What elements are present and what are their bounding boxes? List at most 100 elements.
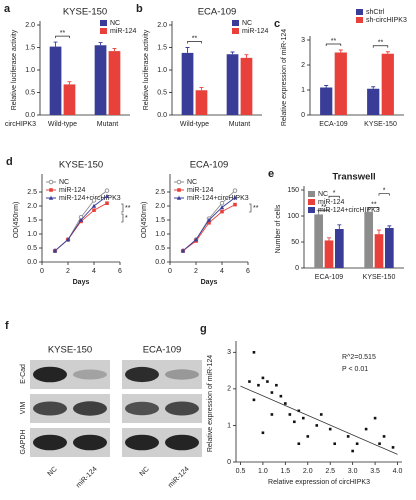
y-tick-label: 1.0 (25, 67, 35, 74)
legend-swatch (308, 191, 315, 197)
annotation: R^2=0.515 (342, 354, 376, 361)
y-tick-label: 0.0 (27, 259, 37, 266)
error-bar (199, 87, 204, 91)
panel-label: g (200, 323, 207, 335)
y-tick-label: 1.0 (157, 67, 167, 74)
bar (381, 53, 394, 115)
point (315, 424, 319, 427)
series-line (54, 195, 108, 252)
sig-bracket (325, 43, 342, 46)
blot-band (33, 434, 67, 451)
y-axis-label: Relative expression of miR-124 (207, 355, 214, 452)
bar (314, 214, 324, 268)
y-tick-label: 2.5 (155, 189, 165, 196)
panel-label: f (5, 320, 9, 332)
x-axis-label: circHIPK3 (5, 121, 36, 128)
point (232, 188, 238, 193)
y-tick-label: 0.0 (155, 259, 165, 266)
error-bar (112, 47, 117, 52)
point (391, 446, 395, 449)
sig-label: ** (378, 40, 384, 47)
point (346, 435, 350, 438)
point (92, 208, 96, 212)
legend-marker (176, 179, 182, 185)
y-tick-label: 2.0 (27, 203, 37, 210)
legend-swatch (308, 207, 315, 213)
y-tick-label: 0 (301, 112, 305, 119)
legend-swatch (232, 20, 239, 26)
error-bar (327, 237, 331, 241)
point (270, 391, 274, 394)
legend-swatch (308, 199, 315, 205)
panel-label: b (136, 3, 143, 15)
x-tick-label: 0 (168, 268, 172, 275)
point (284, 402, 287, 405)
x-tick-label: Wild-type (48, 121, 77, 128)
chart-title: ECA-109 (190, 160, 229, 171)
panel-label: e (268, 168, 274, 180)
x-tick-label: 2.0 (303, 468, 313, 475)
error-bar (244, 54, 249, 58)
x-tick-label: 2 (66, 268, 70, 275)
x-tick-label: ECA-109 (315, 274, 344, 281)
legend-swatch (356, 9, 363, 15)
x-tick-label: 4 (92, 268, 96, 275)
legend-label: miR-124 (110, 28, 137, 35)
legend-label: miR-124 (242, 28, 269, 35)
bar (320, 87, 333, 115)
error-bar (377, 229, 381, 235)
error-bar (98, 42, 103, 46)
legend-label: NC (59, 179, 69, 186)
bar (324, 240, 334, 268)
y-tick-label: 0.5 (27, 245, 37, 252)
x-tick-label: 6 (118, 268, 122, 275)
y-tick-label: 100 (287, 213, 299, 220)
chart-title: KYSE-150 (63, 7, 107, 18)
sig-bracket (328, 195, 340, 199)
sig-bracket (372, 45, 389, 48)
y-tick-label: 2 (227, 386, 231, 393)
cell-line-label: ECA-109 (143, 345, 182, 356)
y-tick-label: 150 (287, 187, 299, 194)
legend-label: miR-124 (318, 199, 345, 206)
legend-marker (48, 195, 54, 200)
legend-label: shCtrl (366, 9, 385, 16)
error-bar (185, 47, 190, 53)
x-tick-label: 2 (194, 268, 198, 275)
bar (367, 88, 380, 115)
y-tick-label: 1.5 (155, 217, 165, 224)
point (373, 416, 377, 420)
cell-line-label: KYSE-150 (48, 345, 92, 356)
y-tick-label: 1.0 (155, 231, 165, 238)
error-bar (67, 81, 72, 85)
y-tick-label: 50 (291, 239, 299, 246)
lane-label: miR-124 (75, 466, 99, 490)
point (91, 198, 97, 203)
point (378, 442, 381, 446)
annotation: P < 0.01 (342, 366, 368, 373)
sig-bracket (121, 203, 124, 213)
x-axis-label: Days (73, 279, 90, 286)
legend-label: NC (187, 179, 197, 186)
legend-label: NC (318, 191, 328, 198)
error-bar (53, 41, 58, 47)
point (65, 237, 71, 242)
y-tick-label: 1 (227, 422, 231, 429)
x-axis-label: Days (201, 279, 218, 286)
legend-swatch (100, 28, 107, 34)
panel-label: c (274, 18, 280, 30)
x-tick-label: 1.0 (258, 468, 268, 475)
point (275, 383, 278, 387)
y-tick-label: 3 (227, 349, 231, 356)
x-tick-label: 0.5 (236, 468, 246, 475)
x-tick-label: 2.5 (325, 468, 335, 475)
point (257, 383, 260, 387)
legend-swatch (356, 17, 363, 23)
sig-label: * (333, 190, 336, 197)
point (91, 203, 97, 208)
y-tick-label: 2.5 (27, 189, 37, 196)
point (293, 420, 296, 424)
y-axis-label: OD(450nm) (141, 202, 148, 239)
blot-band (33, 366, 67, 383)
